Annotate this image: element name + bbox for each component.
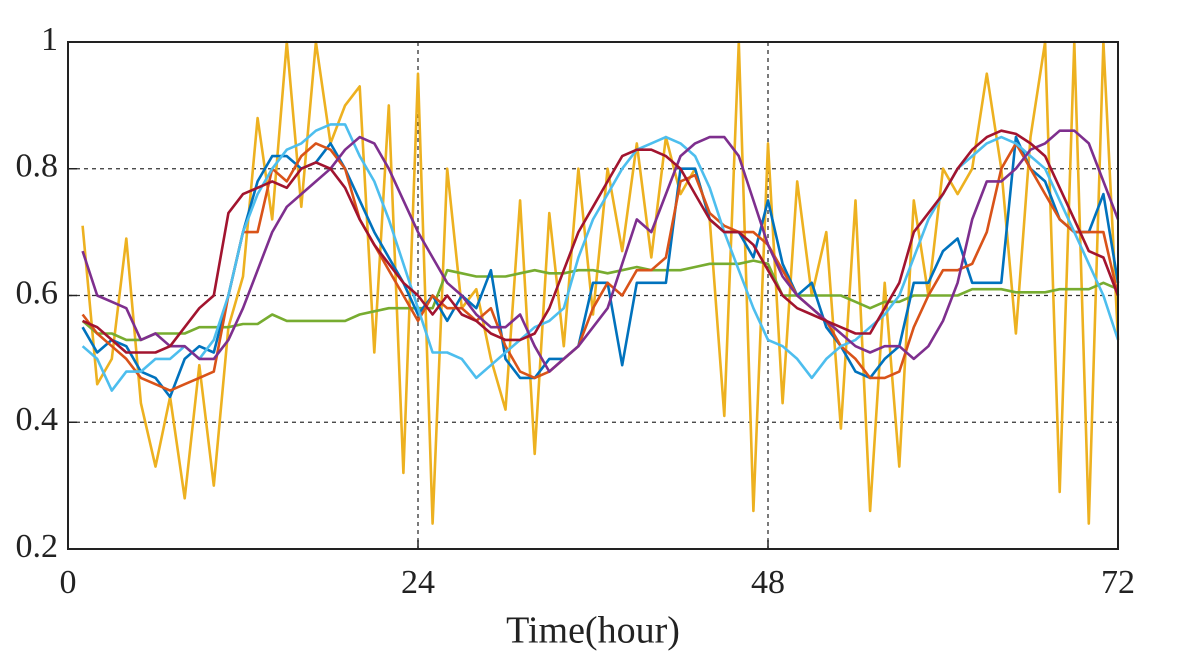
y-tick-label: 0.2	[16, 528, 59, 565]
series-line	[81, 129, 1120, 373]
x-tick-label: 24	[401, 564, 435, 601]
series-line	[81, 142, 1120, 392]
plot-frame	[67, 41, 1119, 550]
series-line	[81, 40, 1120, 525]
x-tick-label: 72	[1101, 564, 1135, 601]
x-tick-label: 48	[751, 564, 785, 601]
y-tick-label: 0.6	[16, 274, 59, 311]
series-line	[81, 259, 1119, 342]
series-line	[82, 129, 1120, 354]
y-tick-label: 1	[41, 21, 58, 58]
x-tick-label: 0	[60, 564, 77, 601]
x-axis-label: Time(hour)	[506, 610, 680, 652]
y-tick-label: 0.4	[16, 401, 59, 438]
y-tick-label: 0.8	[16, 148, 59, 185]
